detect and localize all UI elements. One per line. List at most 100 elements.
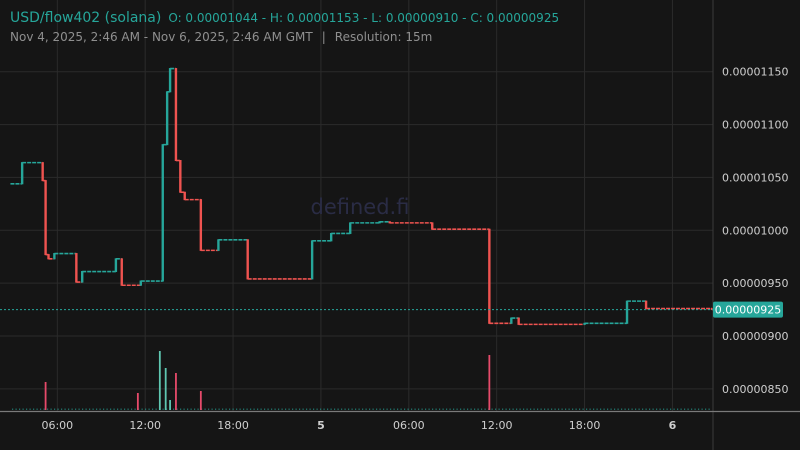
volume-baseline-tick bbox=[519, 408, 521, 410]
ohlc-readout: O: 0.00001044 - H: 0.00001153 - L: 0.000… bbox=[168, 11, 560, 25]
volume-baseline-tick bbox=[516, 408, 518, 410]
volume-baseline-tick bbox=[253, 408, 255, 410]
volume-baseline-tick bbox=[474, 408, 476, 410]
volume-baseline-tick bbox=[15, 408, 17, 410]
volume-baseline-tick bbox=[306, 408, 308, 410]
volume-baseline-tick bbox=[82, 408, 84, 410]
volume-baseline-tick bbox=[523, 408, 525, 410]
volume-baseline-tick bbox=[295, 408, 297, 410]
price-candle bbox=[517, 317, 520, 325]
volume-baseline-tick bbox=[442, 408, 444, 410]
y-tick-label: 0.00001000 bbox=[722, 224, 788, 237]
volume-baseline-tick bbox=[652, 408, 654, 410]
volume-baseline-tick bbox=[187, 408, 189, 410]
price-candle bbox=[625, 300, 629, 324]
volume-baseline-tick bbox=[449, 408, 451, 410]
y-tick-label: 0.00000850 bbox=[722, 383, 788, 396]
grid bbox=[0, 0, 713, 412]
volume-baseline-tick bbox=[362, 408, 364, 410]
volume-baseline-tick bbox=[533, 408, 535, 410]
price-candle bbox=[349, 222, 352, 234]
volume-baseline-tick bbox=[106, 408, 108, 410]
volume-baseline-tick bbox=[421, 408, 423, 410]
volume-baseline-tick bbox=[271, 408, 273, 410]
volume-baseline-tick bbox=[621, 408, 623, 410]
volume-baseline-tick bbox=[600, 408, 602, 410]
volume-baseline-tick bbox=[537, 408, 539, 410]
volume-baseline-tick bbox=[134, 408, 136, 410]
volume-baseline-tick bbox=[68, 408, 70, 410]
volume-baseline-tick bbox=[572, 408, 574, 410]
x-tick-label: 18:00 bbox=[569, 419, 601, 432]
separator: | bbox=[321, 30, 326, 44]
resolution-label: Resolution: 15m bbox=[334, 30, 433, 44]
x-tick-label: 6 bbox=[669, 419, 677, 432]
volume-bar bbox=[158, 351, 161, 410]
volume-baseline-tick bbox=[26, 408, 28, 410]
volume-baseline-tick bbox=[239, 408, 241, 410]
volume-baseline-tick bbox=[173, 408, 175, 410]
volume-baseline-tick bbox=[456, 408, 458, 410]
volume-baseline-tick bbox=[323, 408, 325, 410]
volume-baseline-tick bbox=[148, 408, 150, 410]
volume-baseline-tick bbox=[110, 408, 112, 410]
volume-baseline-tick bbox=[246, 408, 248, 410]
volume-baseline-tick bbox=[624, 408, 626, 410]
volume-baseline-tick bbox=[568, 408, 570, 410]
volume-baseline-tick bbox=[670, 408, 672, 410]
price-candle bbox=[329, 232, 333, 242]
volume-baseline-tick bbox=[701, 408, 703, 410]
price-candle bbox=[165, 91, 169, 146]
x-tick-label: 5 bbox=[317, 419, 325, 432]
y-tick-label: 0.00001050 bbox=[722, 171, 788, 184]
volume-baseline-tick bbox=[215, 408, 217, 410]
x-tick-label: 12:00 bbox=[129, 419, 161, 432]
volume-baseline-tick bbox=[582, 408, 584, 410]
volume-baseline-tick bbox=[236, 408, 238, 410]
volume-bar bbox=[488, 355, 491, 410]
volume-baseline-tick bbox=[698, 408, 700, 410]
volume-bar bbox=[136, 393, 139, 410]
volume-baseline-tick bbox=[397, 408, 399, 410]
volume-baseline-tick bbox=[281, 408, 283, 410]
volume-baseline-tick bbox=[477, 408, 479, 410]
volume-baseline-tick bbox=[180, 408, 182, 410]
volume-baseline-tick bbox=[320, 408, 322, 410]
price-candle bbox=[378, 221, 381, 224]
price-candle bbox=[644, 300, 648, 310]
price-candle bbox=[488, 228, 491, 324]
price-candle bbox=[199, 199, 203, 251]
price-candle bbox=[168, 68, 172, 93]
volume-baseline-tick bbox=[103, 408, 105, 410]
volume-baseline-tick bbox=[313, 408, 315, 410]
x-tick-label: 12:00 bbox=[481, 419, 513, 432]
volume-baseline-tick bbox=[264, 408, 266, 410]
volume-baseline-tick bbox=[460, 408, 462, 410]
volume-baseline-tick bbox=[208, 408, 210, 410]
volume-baseline-tick bbox=[22, 408, 24, 410]
volume-baseline-tick bbox=[407, 408, 409, 410]
price-candle bbox=[510, 317, 513, 324]
volume-baseline-tick bbox=[558, 408, 560, 410]
volume-baseline-tick bbox=[117, 408, 119, 410]
y-tick-label: 0.00000900 bbox=[722, 330, 788, 343]
volume-baseline-tick bbox=[127, 408, 129, 410]
volume-baseline-tick bbox=[484, 408, 486, 410]
price-candle bbox=[246, 239, 249, 280]
volume-baseline-tick bbox=[687, 408, 689, 410]
last-price-tag bbox=[713, 301, 783, 318]
volume-baseline-tick bbox=[512, 408, 514, 410]
volume-baseline-tick bbox=[369, 408, 371, 410]
x-tick-label: 18:00 bbox=[217, 419, 249, 432]
price-candle bbox=[53, 253, 56, 260]
volume-baseline-tick bbox=[351, 408, 353, 410]
price-series bbox=[10, 67, 714, 326]
volume-baseline-tick bbox=[302, 408, 304, 410]
price-candle bbox=[174, 68, 178, 162]
volume-baseline-tick bbox=[491, 408, 493, 410]
volume-baseline-tick bbox=[278, 408, 280, 410]
volume-baseline-tick bbox=[659, 408, 661, 410]
volume-baseline-tick bbox=[544, 408, 546, 410]
volume-baseline-tick bbox=[481, 408, 483, 410]
